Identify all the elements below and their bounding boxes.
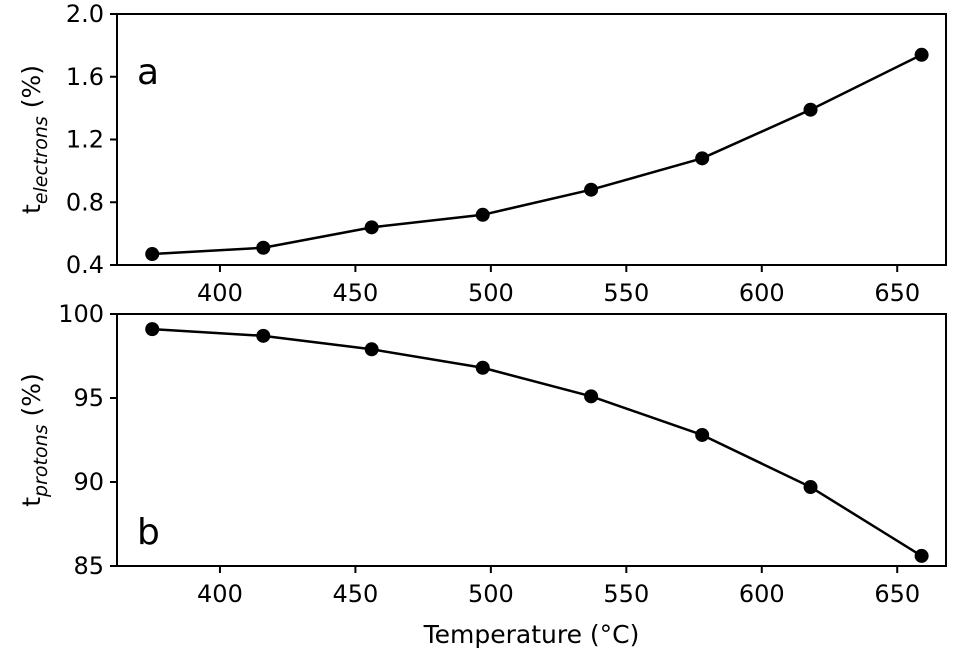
x-tick-label: 450: [332, 279, 378, 307]
y-tick-label: 85: [73, 552, 104, 580]
x-tick-label: 400: [197, 580, 243, 608]
y-tick-label: 1.2: [66, 126, 104, 154]
data-point: [584, 182, 599, 197]
x-axis-label: Temperature (°C): [423, 620, 640, 649]
y-axis-label-unit: (%): [17, 65, 46, 116]
series-line: [152, 53, 923, 256]
data-point: [256, 240, 271, 255]
y-axis-label-base: t: [17, 204, 46, 214]
y-axis-label: tprotons (%): [17, 373, 52, 507]
plot-frame: [116, 13, 947, 266]
y-tick-label: 90: [73, 468, 104, 496]
x-tick-label: 600: [739, 279, 785, 307]
plot-frame: [116, 313, 947, 567]
panel-a: 400 450 500 550 600 650 0.4 0.8 1.2 1.6 2.0 telectr…: [17, 0, 947, 307]
panel-b: 400 450 500 550 600 650 85 90 95 100 tprotons (%) T…: [17, 300, 947, 649]
data-point: [695, 427, 710, 442]
data-point: [803, 480, 818, 495]
data-point: [475, 207, 490, 222]
y-tick-label: 0.8: [66, 188, 104, 216]
data-point: [695, 151, 710, 166]
y-axis-label-subscript: electrons: [30, 116, 52, 204]
x-tick-label: 650: [874, 580, 920, 608]
y-tick-label: 0.4: [66, 251, 104, 279]
x-tick-label: 500: [468, 580, 514, 608]
x-tick-label: 650: [874, 279, 920, 307]
x-tick-label: 600: [739, 580, 785, 608]
y-tick-label: 1.6: [66, 63, 104, 91]
data-point: [364, 342, 379, 357]
data-point: [256, 328, 271, 343]
y-tick-label: 100: [58, 300, 104, 328]
data-point: [584, 389, 599, 404]
data-point: [145, 322, 160, 337]
panel-letter: a: [137, 52, 159, 93]
x-tick-label: 550: [603, 580, 649, 608]
data-point: [145, 247, 160, 262]
y-axis-label-subscript: protons: [30, 424, 52, 498]
y-tick-label: 95: [73, 384, 104, 412]
y-axis-label-unit: (%): [17, 373, 46, 424]
series-line: [152, 327, 923, 557]
data-point: [914, 47, 929, 62]
data-point: [914, 548, 929, 563]
panel-letter: b: [137, 512, 160, 553]
y-axis-label-base: t: [17, 497, 46, 507]
x-tick-label: 450: [332, 580, 378, 608]
data-point: [475, 360, 490, 375]
x-tick-label: 400: [197, 279, 243, 307]
data-point: [364, 220, 379, 235]
x-tick-label: 500: [468, 279, 514, 307]
data-point: [803, 102, 818, 117]
y-tick-label: 2.0: [66, 0, 104, 28]
x-tick-label: 550: [603, 279, 649, 307]
y-axis-label: telectrons (%): [17, 65, 52, 214]
